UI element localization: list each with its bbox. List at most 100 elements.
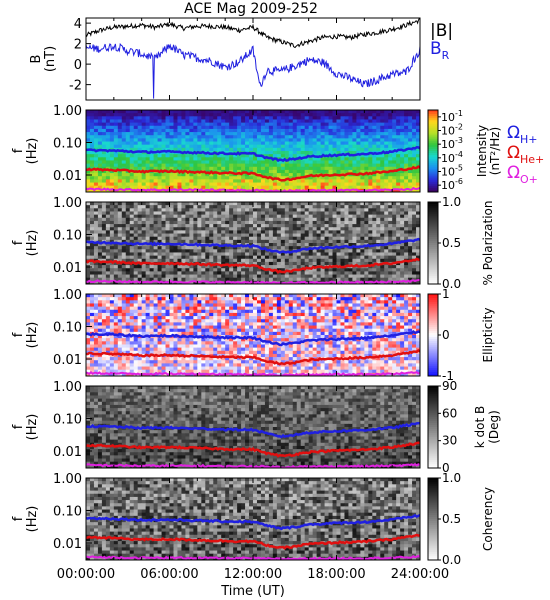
heatmap-cell — [165, 227, 170, 231]
heatmap-cell — [404, 173, 409, 177]
heatmap-cell — [229, 249, 234, 253]
heatmap-cell — [241, 179, 246, 184]
heatmap-cell — [101, 154, 107, 158]
heatmap-cell — [404, 163, 409, 168]
heatmap-cell — [416, 173, 420, 177]
heatmap-cell — [145, 138, 151, 143]
heatmap-cell — [336, 255, 341, 260]
heatmap-cell — [296, 236, 302, 241]
heatmap-cell — [165, 138, 170, 143]
heatmap-cell — [145, 176, 151, 180]
heatmap-cell — [404, 144, 409, 149]
heatmap-cell — [400, 205, 405, 209]
heatmap-cell — [344, 205, 349, 209]
heatmap-cell — [340, 220, 345, 225]
heatmap-cell — [89, 224, 95, 228]
heatmap-cell — [137, 151, 143, 155]
heatmap-cell — [396, 132, 401, 136]
heatmap-cell — [256, 160, 262, 165]
heatmap-cell — [372, 157, 377, 161]
heatmap-cell — [157, 224, 163, 228]
heatmap-cell — [225, 179, 230, 184]
colorbar-step — [428, 218, 438, 221]
heatmap-cell — [356, 233, 361, 238]
heatmap-cell — [205, 163, 210, 168]
y-tick-label: 0.10 — [53, 137, 82, 152]
heatmap-cell — [356, 132, 361, 136]
heatmap-cell — [145, 277, 151, 282]
heatmap-cell — [233, 224, 238, 228]
heatmap-cell — [300, 122, 306, 127]
heatmap-cell — [157, 135, 163, 139]
heatmap-cell — [276, 144, 282, 149]
heatmap-cell — [296, 255, 302, 260]
heatmap-cell — [173, 166, 178, 171]
heatmap-cell — [101, 227, 107, 231]
heatmap-cell — [205, 182, 210, 187]
heatmap-cell — [153, 252, 159, 257]
heatmap-cell — [376, 233, 381, 238]
heatmap-cell — [344, 249, 349, 253]
heatmap-cell — [396, 151, 401, 155]
heatmap-cell — [404, 113, 409, 117]
heatmap-cell — [225, 224, 230, 228]
heatmap-cell — [109, 217, 115, 222]
heatmap-cell — [109, 138, 115, 143]
heatmap-cell — [245, 306, 250, 311]
heatmap-cell — [237, 255, 242, 260]
heatmap-cell — [392, 166, 397, 171]
heatmap-cell — [113, 179, 119, 184]
heatmap-cell — [217, 116, 222, 120]
heatmap-cell — [308, 122, 314, 127]
heatmap-cell — [161, 205, 167, 209]
heatmap-cell — [356, 128, 361, 133]
heatmap-cell — [129, 205, 135, 209]
heatmap-cell — [145, 252, 151, 257]
heatmap-cell — [412, 163, 417, 168]
heatmap-cell — [161, 294, 167, 298]
heatmap-cell — [396, 128, 401, 133]
heatmap-cell — [328, 277, 334, 282]
heatmap-cell — [253, 274, 258, 279]
legend-entry-omega-0-symbol: Ω — [507, 123, 520, 143]
heatmap-cell — [412, 214, 417, 219]
heatmap-cell — [105, 249, 111, 253]
heatmap-cell — [408, 116, 413, 120]
heatmap-cell — [380, 176, 385, 180]
heatmap-cell — [296, 119, 302, 124]
colorbar-tick-exponent: -5 — [455, 164, 463, 173]
heatmap-cell — [121, 230, 127, 235]
heatmap-cell — [229, 163, 234, 168]
heatmap-cell — [272, 119, 278, 124]
heatmap-cell — [181, 166, 186, 171]
heatmap-cell — [276, 246, 282, 250]
heatmap-cell — [284, 230, 290, 235]
heatmap-cell — [304, 233, 310, 238]
heatmap-cell — [408, 110, 413, 114]
heatmap-cell — [376, 138, 381, 143]
heatmap-cell — [129, 113, 135, 117]
heatmap-cell — [372, 227, 377, 231]
heatmap-cell — [316, 144, 322, 149]
heatmap-cell — [400, 144, 405, 149]
heatmap-cell — [356, 166, 361, 171]
heatmap-cell — [260, 116, 266, 120]
heatmap-cell — [153, 294, 159, 298]
heatmap-cell — [364, 249, 369, 253]
heatmap-cell — [296, 297, 302, 301]
heatmap-cell — [217, 202, 222, 206]
heatmap-cell — [384, 220, 389, 225]
heatmap-cell — [189, 258, 194, 263]
heatmap-cell — [213, 236, 218, 241]
heatmap-cell — [376, 294, 381, 298]
heatmap-cell — [280, 185, 286, 190]
heatmap-cell — [292, 151, 298, 155]
heatmap-cell — [161, 147, 167, 152]
heatmap-cell — [356, 144, 361, 149]
heatmap-cell — [125, 265, 131, 269]
heatmap-cell — [117, 160, 123, 165]
heatmap-cell — [89, 138, 95, 143]
heatmap-cell — [177, 255, 182, 260]
heatmap-cell — [320, 303, 326, 308]
heatmap-cell — [137, 236, 143, 241]
